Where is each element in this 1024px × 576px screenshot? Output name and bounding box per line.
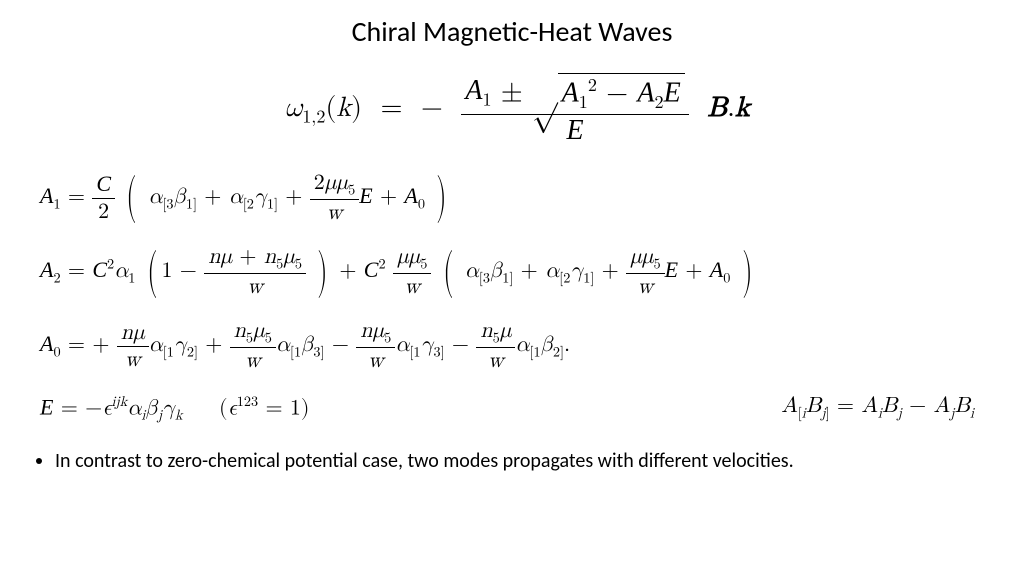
a0-equation: A0 = + nμwα[1γ2] + n5μ5wα[1β3] − nμ5wα[1… [40,319,994,373]
slide-title: Chiral Magnetic-Heat Waves [0,0,1024,49]
a2-equation: A2 = C2α1 (1 − nμ + n5μ5w ) + C2 μμ5w ( … [40,245,994,299]
bracket-definition: A[iBj] = AiBj − AjBi [781,394,974,421]
e-equation: E = −ϵijkαiβjγk (ϵ123 = 1) A[iBj] = AiBj… [40,394,994,423]
slide: Chiral Magnetic-Heat Waves ω1,2(k) = − A… [0,0,1024,576]
equations-block: ω1,2(k) = − A1 ± √A12 − A2E E B.k A1 = C… [0,73,1024,423]
bullet-point: In contrast to zero-chemical potential c… [55,449,984,473]
dispersion-equation: ω1,2(k) = − A1 ± √A12 − A2E E B.k [40,73,994,147]
bullet-list: In contrast to zero-chemical potential c… [0,449,1024,473]
a1-equation: A1 = C2 ( α[3β1] + α[2γ1] + 2μμ5wE + A0 … [40,171,994,225]
